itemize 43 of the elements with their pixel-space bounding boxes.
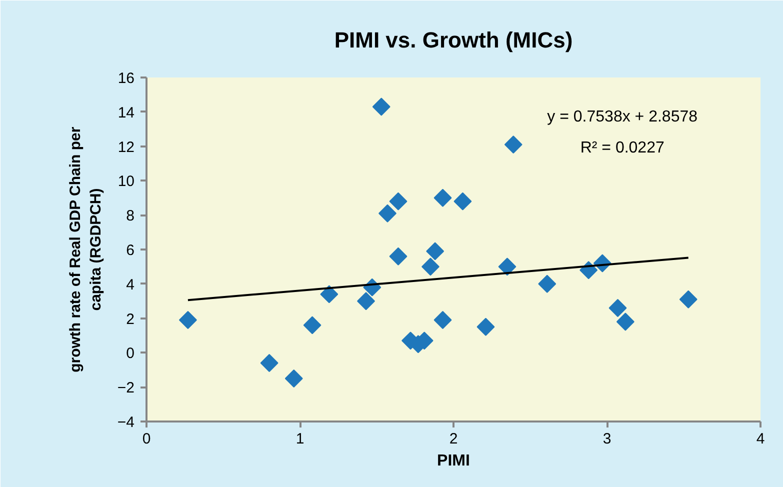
x-tick-label: 2 [449,430,458,448]
x-tick-label: 4 [756,430,765,448]
point [284,370,303,388]
point [476,318,495,336]
point [434,188,452,207]
y-tick-label: 4 [126,276,134,294]
y-tick-label: 0 [126,345,134,362]
point [538,274,556,293]
point [303,316,322,334]
x-tick-label: 1 [296,430,304,448]
y-tick-label: 6 [126,242,134,259]
y-tick-label: 12 [118,138,135,156]
point [372,98,390,116]
point [357,292,375,310]
x-tick-label: 0 [142,430,151,448]
point [679,290,698,308]
y-tick-label: 8 [126,208,134,225]
x-axis-title: PIMI [437,452,470,470]
point [504,136,522,154]
annotation: R² = 0.0227 [580,140,664,157]
point [608,298,627,317]
chart-title: PIMI vs. Growth (MICs) [334,28,573,52]
y-tick-label: −4 [117,414,135,431]
point [178,311,197,330]
point [616,312,634,331]
y-tick-label: 16 [118,70,135,87]
y-tick-label: 2 [126,310,134,328]
point [426,242,444,260]
y-tick-label: 10 [118,173,135,190]
y-tick-label: 14 [118,104,135,122]
point [498,258,516,276]
point [260,354,278,372]
y-tick-label: −2 [117,380,135,397]
point [434,311,452,330]
x-tick-label: 3 [602,430,612,448]
point [320,285,338,304]
y-axis-title: growth rate of Real GDP Chain per capita (RGDPCH) [67,126,104,372]
point [389,192,408,210]
point [454,192,472,210]
annotation: y = 0.7538x + 2.8578 [547,108,698,126]
point [421,258,440,276]
point [389,247,408,266]
point [378,204,396,222]
